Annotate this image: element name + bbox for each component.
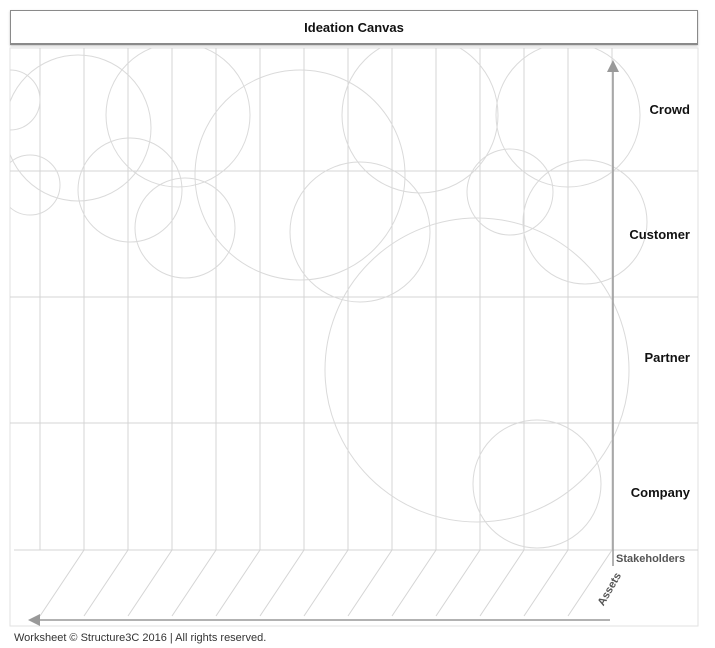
row-label-crowd: Crowd [649,102,690,117]
row-label-partner: Partner [644,350,690,365]
column-lines [39,48,613,550]
canvas-title: Ideation Canvas [304,19,404,35]
idea-circles [10,48,648,549]
row-lines [10,170,698,551]
row-label-company: Company [630,485,690,500]
canvas-title-bar: Ideation Canvas [10,10,698,45]
footer-copyright: Worksheet © Structure3C 2016 | All right… [14,632,267,644]
asset-hatch [39,549,613,617]
row-label-customer: Customer [629,227,690,242]
canvas-frame [9,47,699,627]
stakeholders-axis-label: Stakeholders [616,553,686,565]
